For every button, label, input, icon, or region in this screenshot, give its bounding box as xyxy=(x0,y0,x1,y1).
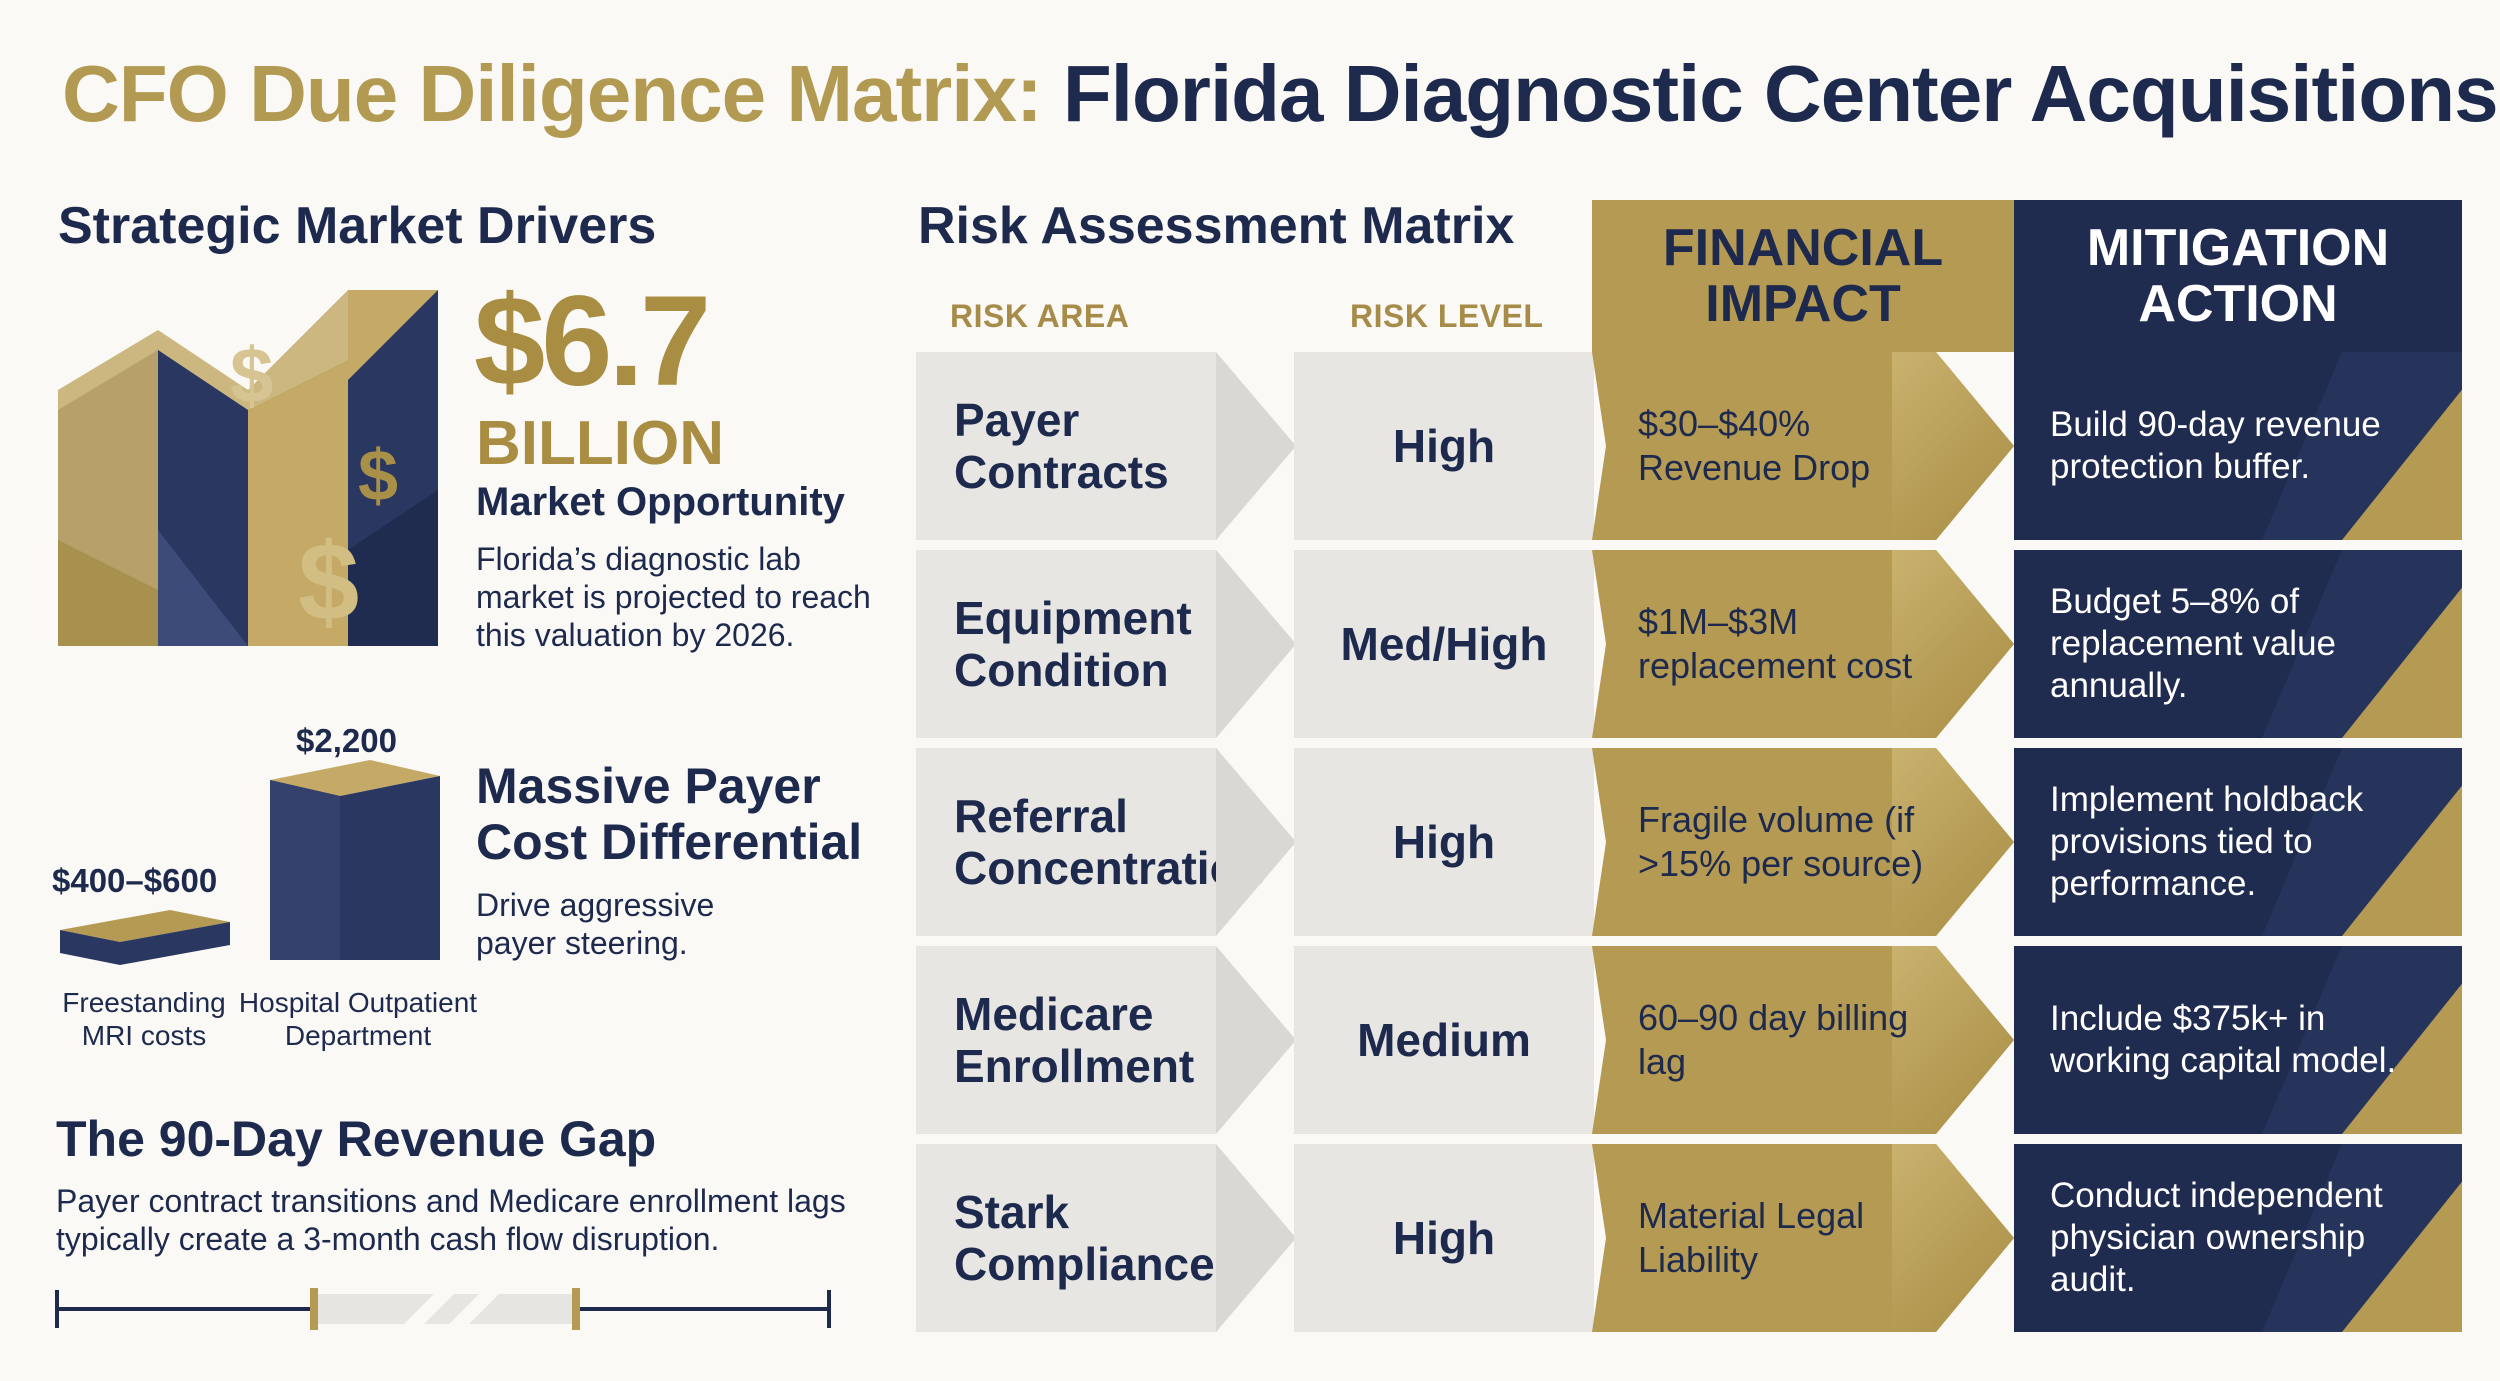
title-part-1: CFO Due Diligence Matrix: xyxy=(62,49,1043,138)
hospital-cost-value: $2,200 xyxy=(296,722,397,759)
mitigation-cell: Build 90-day revenue protection buffer. xyxy=(2014,352,2462,540)
hospital-block-shade xyxy=(270,780,340,960)
risk-area-text: Medicare Enrollment xyxy=(954,988,1195,1092)
dollar-icon-3: $ xyxy=(298,521,359,644)
freestanding-block-top xyxy=(60,910,230,942)
risk-row-stark-compliance: Stark Compliance High Material Legal Lia… xyxy=(916,1144,2462,1332)
risk-area-text: Payer Contracts xyxy=(954,394,1169,498)
dollar-icon-1: $ xyxy=(230,331,273,419)
risk-level-cell: Medium xyxy=(1294,946,1594,1134)
column-header-risk-level: RISK LEVEL xyxy=(1350,298,1544,334)
chart-block-right-light xyxy=(348,290,438,380)
title-part-2: Florida Diagnostic Center Acquisitions xyxy=(1062,49,2499,138)
financial-impact-cell: Material Legal Liability xyxy=(1592,1144,2014,1332)
payer-differential-description: Drive aggressive payer steering. xyxy=(476,887,715,961)
financial-impact-text: Fragile volume (if >15% per source) xyxy=(1638,799,1924,884)
column-header-mitigation-action: MITIGATION ACTION xyxy=(2014,200,2462,352)
timeline-gap-slash-2 xyxy=(449,1294,499,1324)
risk-area-cell: Medicare Enrollment xyxy=(916,946,1296,1134)
financial-impact-label: FINANCIAL IMPACT xyxy=(1662,219,1944,333)
risk-matrix-heading: Risk Assessment Matrix xyxy=(918,197,1515,255)
page-title: CFO Due Diligence Matrix: Florida Diagno… xyxy=(62,48,2499,140)
mitigation-text: Conduct independent physician ownership … xyxy=(2050,1176,2383,1299)
risk-level-text: High xyxy=(1392,1212,1496,1264)
chart-shade-2 xyxy=(58,540,158,646)
financial-impact-text: $30–$40% Revenue Drop xyxy=(1638,403,1871,488)
hospital-cost-caption: Hospital Outpatient Department xyxy=(238,987,478,1051)
freestanding-cost-caption: Freestanding MRI costs xyxy=(62,987,226,1051)
market-growth-chart: $ $ $ xyxy=(58,290,438,646)
mitigation-text: Build 90-day revenue protection buffer. xyxy=(2050,405,2381,486)
financial-impact-cell: $30–$40% Revenue Drop xyxy=(1592,352,2014,540)
financial-impact-text: Material Legal Liability xyxy=(1638,1195,1865,1280)
mitigation-action-label: MITIGATION ACTION xyxy=(2086,219,2390,333)
risk-level-text: High xyxy=(1392,420,1496,472)
revenue-gap-timeline xyxy=(55,1288,831,1330)
cost-comparison-chart xyxy=(60,760,440,965)
risk-area-text: Stark Compliance xyxy=(954,1186,1215,1290)
financial-impact-text: $1M–$3M replacement cost xyxy=(1638,601,1913,686)
mitigation-text: Include $375k+ in working capital model. xyxy=(2050,999,2397,1080)
mitigation-cell: Implement holdback provisions tied to pe… xyxy=(2014,748,2462,936)
financial-impact-text: 60–90 day billing lag xyxy=(1638,997,1909,1082)
financial-impact-cell: 60–90 day billing lag xyxy=(1592,946,2014,1134)
risk-area-text: Referral Concentration xyxy=(954,790,1266,894)
revenue-gap-heading: The 90-Day Revenue Gap xyxy=(56,1111,657,1167)
mitigation-cell: Include $375k+ in working capital model. xyxy=(2014,946,2462,1134)
market-description: Florida’s diagnostic lab market is proje… xyxy=(476,541,871,653)
column-header-risk-area: RISK AREA xyxy=(950,298,1130,334)
risk-area-cell: Equipment Condition xyxy=(916,550,1296,738)
risk-level-cell: Med/High xyxy=(1294,550,1594,738)
risk-level-text: High xyxy=(1392,816,1496,868)
financial-impact-cell: Fragile volume (if >15% per source) xyxy=(1592,748,2014,936)
risk-area-text: Equipment Condition xyxy=(954,592,1192,696)
timeline-gap-right-marker xyxy=(572,1288,580,1330)
financial-impact-cell: $1M–$3M replacement cost xyxy=(1592,550,2014,738)
risk-area-cell: Stark Compliance xyxy=(916,1144,1296,1332)
risk-row-medicare-enrollment: Medicare Enrollment Medium 60–90 day bil… xyxy=(916,946,2462,1134)
risk-level-text: Medium xyxy=(1357,1014,1531,1066)
timeline-gap-left-marker xyxy=(310,1288,318,1330)
freestanding-cost-value: $400–$600 xyxy=(52,862,218,899)
payer-differential-heading: Massive Payer Cost Differential xyxy=(476,758,863,870)
mitigation-text: Budget 5–8% of replacement value annuall… xyxy=(2050,582,2336,705)
risk-area-cell: Referral Concentration xyxy=(916,748,1296,936)
hospital-block-top xyxy=(270,760,440,796)
risk-level-cell: High xyxy=(1294,748,1594,936)
mitigation-cell: Budget 5–8% of replacement value annuall… xyxy=(2014,550,2462,738)
mitigation-text: Implement holdback provisions tied to pe… xyxy=(2050,780,2364,903)
risk-row-payer-contracts: Payer Contracts High $30–$40% Revenue Dr… xyxy=(916,352,2462,540)
risk-row-equipment-condition: Equipment Condition Med/High $1M–$3M rep… xyxy=(916,550,2462,738)
chart-shade-3 xyxy=(348,490,438,646)
chart-shade-1 xyxy=(158,530,248,646)
market-unit: BILLION xyxy=(476,409,724,478)
market-value: $6.7 xyxy=(474,270,711,413)
freestanding-block-front xyxy=(60,922,230,965)
risk-level-cell: High xyxy=(1294,352,1594,540)
risk-level-text: Med/High xyxy=(1340,618,1548,670)
revenue-gap-description: Payer contract transitions and Medicare … xyxy=(56,1183,846,1257)
dollar-icon-2: $ xyxy=(358,436,398,516)
mitigation-cell: Conduct independent physician ownership … xyxy=(2014,1144,2462,1332)
column-header-financial-impact: FINANCIAL IMPACT xyxy=(1592,200,2014,352)
market-label: Market Opportunity xyxy=(476,480,845,524)
risk-level-cell: High xyxy=(1294,1144,1594,1332)
risk-row-referral-concentration: Referral Concentration High Fragile volu… xyxy=(916,748,2462,936)
timeline-gap-slash-1 xyxy=(404,1294,454,1324)
chart-block-center xyxy=(248,360,348,646)
drivers-heading: Strategic Market Drivers xyxy=(58,197,657,255)
risk-area-cell: Payer Contracts xyxy=(916,352,1296,540)
